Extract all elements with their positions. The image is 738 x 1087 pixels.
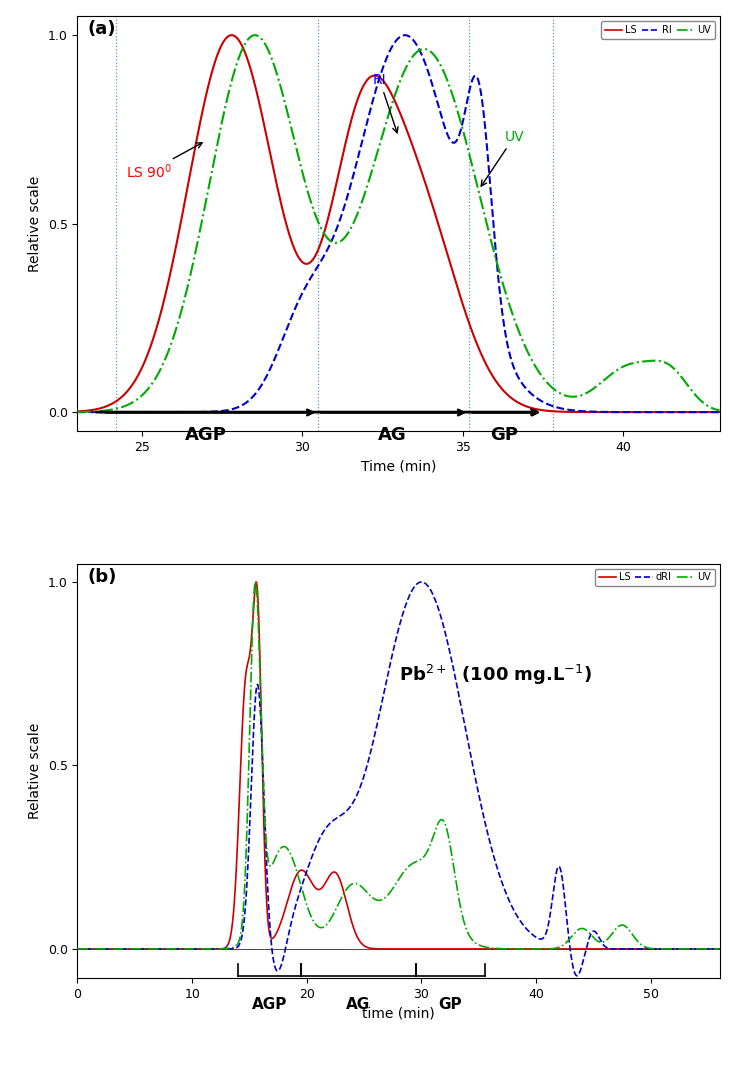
Legend: LS, dRI, UV: LS, dRI, UV [595,569,714,586]
Text: Pb$^{2+}$  (100 mg.L$^{-1}$): Pb$^{2+}$ (100 mg.L$^{-1}$) [399,663,591,687]
X-axis label: Time (min): Time (min) [361,459,436,473]
Y-axis label: Relative scale: Relative scale [28,723,42,820]
Text: UV: UV [481,129,524,186]
Y-axis label: Relative scale: Relative scale [28,175,42,272]
Text: GP: GP [438,997,462,1012]
Text: AG: AG [378,426,407,445]
Legend: LS, RI, UV: LS, RI, UV [601,21,714,39]
Text: AGP: AGP [252,997,287,1012]
Text: AG: AG [346,997,370,1012]
Text: (b): (b) [87,567,117,586]
Text: GP: GP [491,426,519,445]
Text: (a): (a) [87,21,116,38]
Text: LS 90$^0$: LS 90$^0$ [125,142,202,182]
Text: RI: RI [373,73,398,133]
X-axis label: time (min): time (min) [362,1007,435,1021]
Text: AGP: AGP [185,426,227,445]
